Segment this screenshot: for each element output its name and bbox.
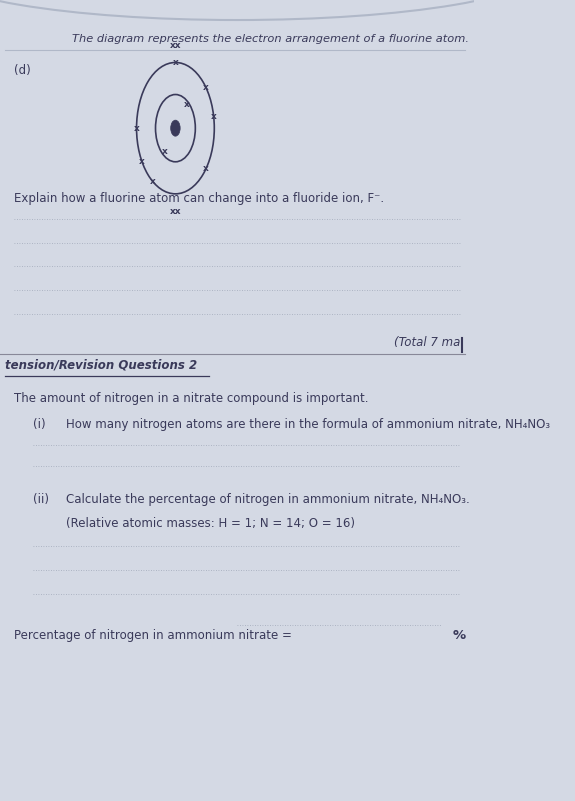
Text: Percentage of nitrogen in ammonium nitrate =: Percentage of nitrogen in ammonium nitra… [14, 629, 296, 642]
Circle shape [171, 120, 180, 136]
Text: x: x [183, 100, 189, 109]
Text: x: x [203, 83, 209, 92]
Text: x: x [203, 164, 209, 173]
Text: tension/Revision Questions 2: tension/Revision Questions 2 [5, 358, 197, 371]
Text: Calculate the percentage of nitrogen in ammonium nitrate, NH₄NO₃.: Calculate the percentage of nitrogen in … [66, 493, 470, 505]
Text: The amount of nitrogen in a nitrate compound is important.: The amount of nitrogen in a nitrate comp… [14, 392, 369, 405]
Text: (ii): (ii) [33, 493, 49, 505]
Text: (i): (i) [33, 418, 46, 431]
Text: xx: xx [170, 207, 181, 215]
Text: (d): (d) [14, 64, 31, 77]
Text: x: x [172, 58, 178, 67]
Text: Explain how a fluorine atom can change into a fluoride ion, F⁻.: Explain how a fluorine atom can change i… [14, 192, 384, 205]
Text: (Relative atomic masses: H = 1; N = 14; O = 16): (Relative atomic masses: H = 1; N = 14; … [66, 517, 355, 529]
Text: x: x [162, 147, 167, 156]
Text: The diagram represents the electron arrangement of a fluorine atom.: The diagram represents the electron arra… [72, 34, 469, 43]
Text: xx: xx [170, 41, 181, 50]
Text: x: x [139, 156, 145, 166]
Text: x: x [133, 123, 139, 133]
Text: x: x [150, 178, 156, 187]
Text: x: x [211, 112, 217, 121]
Text: (Total 7 ma: (Total 7 ma [393, 336, 460, 349]
Text: How many nitrogen atoms are there in the formula of ammonium nitrate, NH₄NO₃: How many nitrogen atoms are there in the… [66, 418, 550, 431]
Text: %: % [453, 629, 466, 642]
